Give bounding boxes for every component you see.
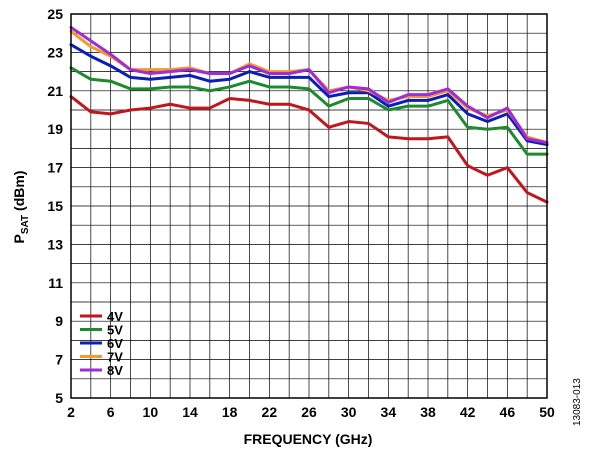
legend-label: 5V xyxy=(107,323,123,338)
plot-frame xyxy=(70,13,548,399)
series-layer xyxy=(69,25,549,204)
legend-label: 8V xyxy=(107,363,123,378)
x-tick-label: 42 xyxy=(460,404,476,420)
x-tick-label: 50 xyxy=(539,404,555,420)
x-axis-label: FREQUENCY (GHz) xyxy=(244,431,373,447)
x-tick-label: 26 xyxy=(301,404,317,420)
x-tick-label: 2 xyxy=(67,404,75,420)
y-tick-label: 7 xyxy=(55,352,63,368)
y-axis-label: PSAT (dBm) xyxy=(11,171,31,244)
x-tick-label: 6 xyxy=(107,404,115,420)
legend-label: 4V xyxy=(107,309,123,324)
y-axis-label-subscript: SAT xyxy=(20,215,31,234)
series-line-4v xyxy=(69,95,549,204)
x-tick-label: 46 xyxy=(500,404,516,420)
y-tick-label: 11 xyxy=(48,275,63,291)
series-line-5v xyxy=(69,66,549,156)
y-tick-label: 25 xyxy=(47,6,63,22)
y-tick-label: 15 xyxy=(47,198,63,214)
y-axis-label-main: P xyxy=(11,234,27,243)
x-tick-label: 22 xyxy=(262,404,278,420)
tick-labels: 2 6 10 14 18 22 26 30 34 38 42 46 505791113151719212… xyxy=(47,6,555,420)
x-tick-label: 14 xyxy=(182,404,198,420)
figure-id: 13083-013 xyxy=(572,378,583,426)
x-tick-label: 34 xyxy=(381,404,397,420)
y-tick-label: 21 xyxy=(47,83,63,99)
series-line-8v xyxy=(69,25,549,145)
x-tick-label: 30 xyxy=(341,404,357,420)
y-tick-label: 13 xyxy=(47,236,63,252)
legend-label: 7V xyxy=(107,350,123,365)
series-line-6v xyxy=(69,43,549,147)
y-tick-label: 5 xyxy=(55,390,63,406)
y-tick-label: 23 xyxy=(47,44,63,60)
x-tick-label: 10 xyxy=(143,404,159,420)
x-tick-label: 38 xyxy=(420,404,436,420)
y-tick-label: 9 xyxy=(55,313,63,329)
x-tick-label: 18 xyxy=(222,404,238,420)
y-axis-label-unit: (dBm) xyxy=(11,171,27,215)
y-tick-label: 17 xyxy=(47,160,63,176)
y-tick-label: 19 xyxy=(47,121,63,137)
legend-label: 6V xyxy=(107,336,123,351)
